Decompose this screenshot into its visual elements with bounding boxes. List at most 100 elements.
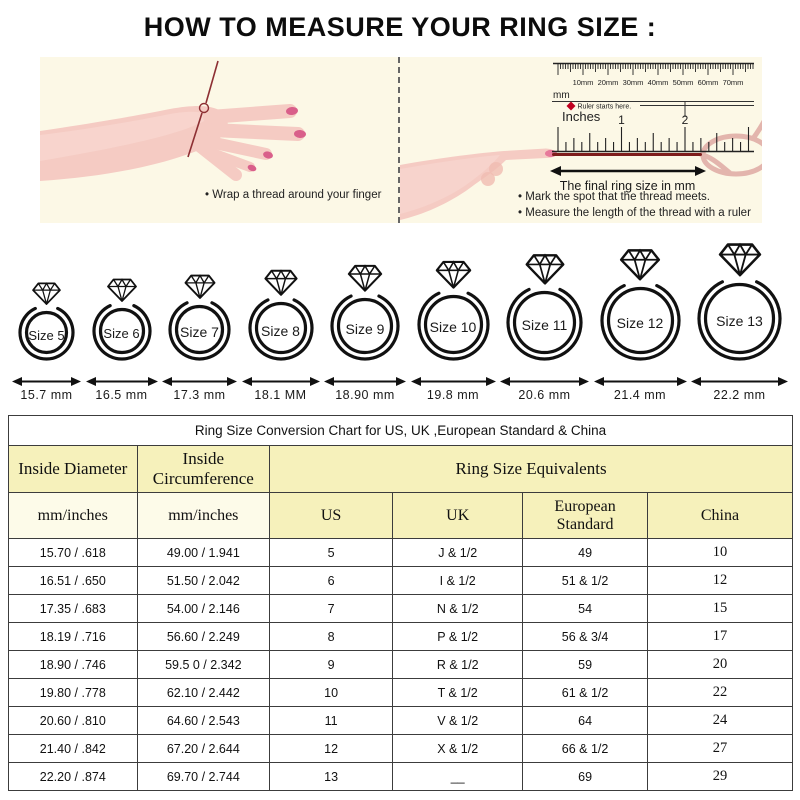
table-cell: 56 & 3/4 [522, 622, 648, 651]
ring-diameter-label: 15.7 mm [20, 388, 73, 402]
table-title: Ring Size Conversion Chart for US, UK ,E… [8, 415, 793, 446]
diameter-arrow-icon [162, 377, 237, 386]
ring-item: Size 9 18.90 mm [324, 263, 406, 402]
header-inside-diameter: Inside Diameter [8, 445, 138, 493]
table-cell: 18.19 / .716 [8, 622, 138, 651]
table-cell: 20.60 / .810 [8, 706, 138, 735]
table-cell: 22 [646, 678, 794, 707]
table-cell: 67.20 / 2.644 [136, 734, 271, 763]
ring-item: Size 5 15.7 mm [12, 281, 81, 402]
ring-band: Size 12 [597, 277, 684, 369]
column-header-uk: UK [392, 492, 524, 539]
mm-tick-label: 40mm [648, 78, 669, 87]
ruler-illustration: 10mm 20mm 30mm 40mm 50mm 60mm 70mm mm Ruler star… [552, 62, 754, 153]
diamond-icon [263, 269, 298, 296]
table-cell: V & 1/2 [392, 706, 524, 735]
ring-circle [168, 301, 231, 361]
thread-loop [198, 102, 210, 114]
ring-circle [330, 294, 400, 361]
table-row: 15.70 / .618 49.00 / 1.941 5 J & 1/2 49 10 [8, 538, 794, 567]
table-cell: 62.10 / 2.442 [136, 678, 271, 707]
table-cell: N & 1/2 [392, 594, 524, 623]
diameter-arrow-icon [500, 377, 589, 386]
ring-diameter-label: 18.90 mm [335, 388, 395, 402]
column-header-mm-inches: mm/inches [136, 492, 271, 539]
mm-tick-label: 30mm [623, 78, 644, 87]
instruction-bullet: • Measure the length of the thread with … [518, 207, 751, 219]
table-cell: 12 [269, 734, 394, 763]
ring-band: Size 11 [503, 281, 586, 369]
table-cell: 9 [269, 650, 394, 679]
table-row: 16.51 / .650 51.50 / 2.042 6 I & 1/2 51 & 1/… [8, 566, 794, 595]
table-cell: 15 [646, 594, 794, 623]
panel-wrap-thread: • Wrap a thread around your finger [40, 57, 398, 223]
ring-circle [91, 304, 152, 361]
ring-size-label: Size 12 [616, 315, 664, 331]
instruction-text: Measure the length of the thread with a … [525, 207, 751, 219]
diameter-arrow-icon [410, 377, 496, 386]
inch-number: 1 [618, 113, 625, 127]
table-row: 22.20 / .874 69.70 / 2.744 13 __ 69 29 [8, 762, 794, 791]
ring-diameter-label: 16.5 mm [95, 388, 148, 402]
table-cell: 27 [646, 734, 794, 763]
table-cell: 24 [646, 706, 794, 735]
ring-band: Size 9 [327, 288, 403, 369]
diameter-arrow-icon [593, 377, 687, 386]
instruction-bullet: • Mark the spot that the thread meets. [518, 191, 710, 203]
table-cell: __ [392, 762, 524, 791]
measured-thread-line [552, 153, 702, 156]
ring-item: Size 10 19.8 mm [410, 259, 496, 402]
instruction-text: Mark the spot that the thread meets. [525, 191, 710, 203]
pointing-hand-illustration [400, 119, 762, 220]
mm-tick-label: 10mm [573, 78, 594, 87]
ring-size-chart: Size 5 15.7 mm Size 6 16.5 mm Size 7 17.3 mm S… [0, 240, 800, 402]
table-cell: X & 1/2 [392, 734, 524, 763]
table-cell: 19.80 / .778 [8, 678, 138, 707]
table-cell: 64 [522, 706, 648, 735]
table-row: 19.80 / .778 62.10 / 2.442 10 T & 1/2 61 & 1… [8, 678, 794, 707]
ring-size-label: Size 9 [345, 320, 385, 337]
diamond-icon [435, 260, 471, 289]
ring-circle [506, 287, 583, 361]
column-header-china: China [646, 492, 794, 539]
table-cell: 54 [522, 594, 648, 623]
table-cell: 51 & 1/2 [522, 566, 648, 595]
diameter-arrow-icon [691, 377, 788, 386]
ring-circle [416, 291, 490, 361]
diamond-icon [718, 242, 761, 277]
table-cell: 10 [269, 678, 394, 707]
table-cell: 10 [646, 538, 794, 567]
ring-size-label: Size 8 [261, 322, 300, 339]
table-cell: 66 & 1/2 [522, 734, 648, 763]
mm-tick-label: 50mm [673, 78, 694, 87]
diamond-icon [32, 282, 61, 305]
conversion-table: Ring Size Conversion Chart for US, UK ,E… [8, 415, 794, 791]
table-cell: J & 1/2 [392, 538, 524, 567]
table-cell: 13 [269, 762, 394, 791]
table-row: 21.40 / .842 67.20 / 2.644 12 X & 1/2 66 & 1… [8, 734, 794, 763]
mm-tick-label: 70mm [723, 78, 744, 87]
table-cell: 22.20 / .874 [8, 762, 138, 791]
table-cell: 6 [269, 566, 394, 595]
table-cell: 64.60 / 2.543 [136, 706, 271, 735]
page-title: HOW TO MEASURE YOUR RING SIZE : [143, 12, 657, 42]
ring-circle [697, 280, 782, 361]
ring-item: Size 7 17.3 mm [162, 273, 237, 402]
ring-diameter-label: 21.4 mm [613, 388, 667, 402]
thread-needle-line [205, 60, 219, 104]
column-header-european-standard: European Standard [522, 492, 648, 539]
diameter-arrow-icon [324, 377, 406, 386]
ring-diameter-label: 19.8 mm [426, 388, 480, 402]
ring-band: Size 7 [165, 295, 234, 369]
table-cell: 29 [646, 762, 794, 791]
inch-number: 2 [682, 113, 689, 127]
ring-diameter-label: 17.3 mm [173, 388, 226, 402]
table-cell: 49.00 / 1.941 [136, 538, 271, 567]
table-cell: 59.5 0 / 2.342 [136, 650, 271, 679]
panel-measure-ruler: 10mm 20mm 30mm 40mm 50mm 60mm 70mm mm Ruler star… [398, 57, 762, 223]
table-cell: 17 [646, 622, 794, 651]
table-cell: 7 [269, 594, 394, 623]
table-cell: 20 [646, 650, 794, 679]
table-cell: 61 & 1/2 [522, 678, 648, 707]
table-cell: 5 [269, 538, 394, 567]
